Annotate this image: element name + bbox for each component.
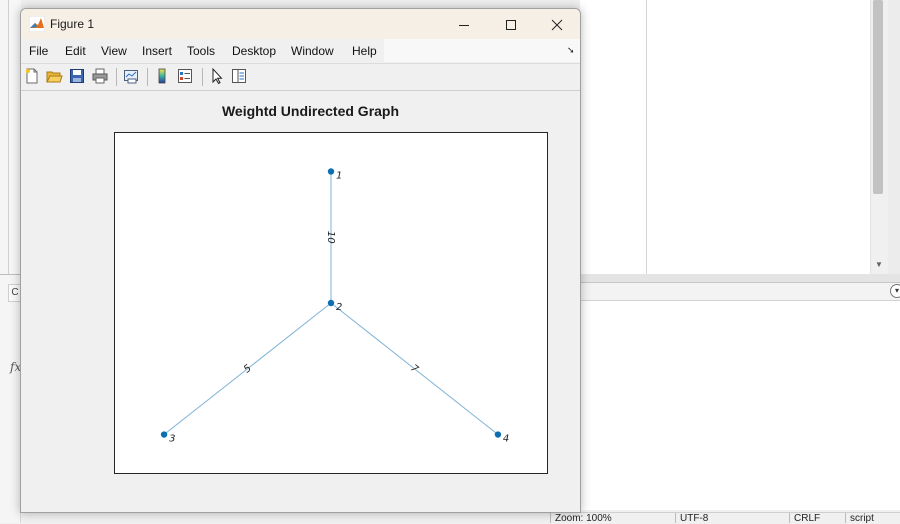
close-button[interactable] (534, 9, 580, 39)
dock-figure-icon[interactable]: ➘ (567, 45, 575, 55)
toolbar-separator (202, 68, 203, 86)
save-icon[interactable] (68, 67, 86, 85)
editor-gutter-divider (646, 0, 647, 274)
menu-bar-empty-area (384, 39, 580, 62)
editor-scrollbar-thumb[interactable] (873, 0, 883, 194)
menu-edit[interactable]: Edit (65, 44, 86, 58)
property-inspector-icon[interactable] (230, 67, 248, 85)
maximize-icon (506, 20, 516, 31)
graph-node[interactable] (160, 431, 168, 438)
pointer-edit-icon[interactable] (208, 67, 226, 85)
menu-help[interactable]: Help (352, 44, 377, 58)
print-icon[interactable] (91, 67, 109, 85)
minimize-icon (459, 25, 469, 27)
node-label: 3 (169, 434, 175, 445)
graph-edge (330, 302, 499, 435)
menu-desktop[interactable]: Desktop (232, 44, 277, 58)
menu-insert[interactable]: Insert (142, 44, 173, 58)
link-plot-icon[interactable] (122, 67, 140, 85)
edge-weight-label: 10 (325, 231, 336, 244)
figure-toolbar (21, 64, 580, 91)
toolbar-separator (147, 68, 148, 86)
edge-weight-label: 5 (242, 363, 254, 376)
desktop-right-edge (888, 0, 900, 274)
left-panel-strip (8, 0, 21, 274)
node-label: 1 (336, 170, 342, 181)
status-file-type: script (845, 513, 900, 523)
menu-divider (21, 63, 580, 64)
menu-tools[interactable]: Tools (187, 44, 216, 58)
graph-axes[interactable]: 105 7 123 4 (114, 132, 548, 474)
node-label: 4 (503, 434, 509, 445)
open-file-icon[interactable] (45, 67, 63, 85)
graph-node[interactable] (494, 431, 502, 438)
menu-window[interactable]: Window (291, 44, 334, 58)
figure-window[interactable]: Figure 1 File Edit View Insert Tools Des… (20, 8, 581, 513)
panel-splitter[interactable] (580, 274, 900, 283)
left-panel-divider (0, 274, 20, 275)
minimize-button[interactable] (441, 9, 487, 39)
figure-title: Figure 1 (50, 17, 95, 31)
status-bar (548, 512, 900, 524)
graph-node[interactable] (327, 168, 335, 175)
status-line-ending: CRLF (789, 513, 844, 523)
scroll-down-arrow-icon[interactable]: ▼ (875, 260, 883, 269)
new-figure-icon[interactable] (23, 67, 41, 85)
toolbar-separator (116, 68, 117, 86)
graph-node[interactable] (327, 299, 335, 307)
node-label: 2 (336, 302, 342, 313)
menu-view[interactable]: View (101, 44, 127, 58)
legend-icon[interactable] (176, 67, 194, 85)
plot-title: Weightd Undirected Graph (221, 103, 400, 119)
figure-title-bar[interactable]: Figure 1 (21, 9, 580, 39)
close-icon (551, 19, 563, 31)
menu-file[interactable]: File (29, 44, 49, 58)
command-window-header (580, 283, 900, 301)
maximize-button[interactable] (488, 9, 534, 39)
panel-actions-icon[interactable]: ▾ (890, 284, 900, 298)
status-zoom: Zoom: 100% (550, 513, 647, 523)
function-fx-icon: fx (10, 360, 22, 374)
matlab-logo-icon (29, 16, 45, 32)
editor-area[interactable] (580, 0, 870, 274)
graph-edge (163, 302, 332, 435)
command-window[interactable] (580, 301, 900, 510)
status-encoding: UTF-8 (675, 513, 788, 523)
colorbar-icon[interactable] (153, 67, 171, 85)
